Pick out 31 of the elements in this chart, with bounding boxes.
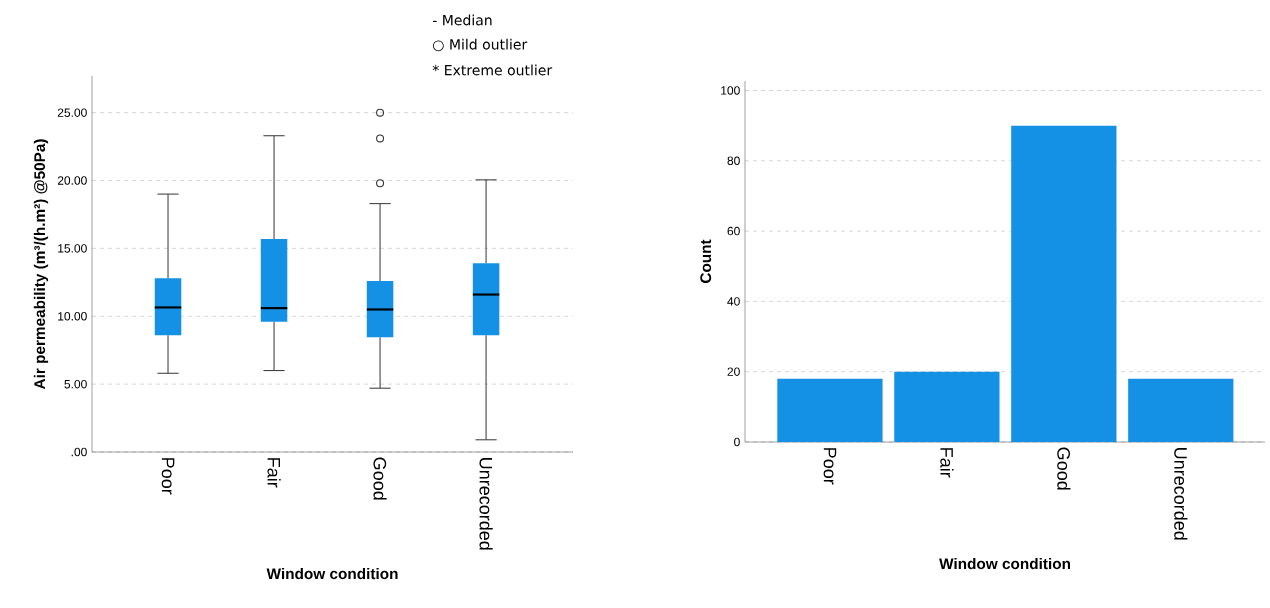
y-tick-label: 25.00 [57, 108, 87, 117]
x-tick-label: Fair [940, 448, 954, 478]
y-tick-label: 15.00 [58, 244, 87, 253]
bar [1128, 378, 1234, 442]
text: - Median [432, 14, 492, 26]
x-tick-label: Fair [267, 458, 281, 488]
y-tick-label: 40 [727, 297, 740, 306]
x-tick-label: Unrecorded [479, 458, 493, 550]
y-tick-label: 20 [727, 367, 740, 376]
y-tick-label: 0 [734, 437, 740, 447]
x-tick-label: Unrecorded [1174, 448, 1188, 540]
bar [777, 378, 883, 442]
x-axis-title: Window condition [939, 557, 1071, 570]
x-axis-title: Window condition [266, 567, 398, 580]
x-tick-label: Poor [823, 448, 837, 485]
y-axis-title: Count [700, 239, 712, 284]
y-tick-label: 10.00 [58, 312, 87, 321]
x-tick-label: Good [1057, 447, 1071, 490]
x-tick-label: Poor [161, 458, 175, 495]
x-tick-label: Good [373, 457, 387, 500]
y-tick-label: 60 [727, 226, 740, 236]
y-tick-label: 100 [721, 86, 740, 95]
bar [894, 371, 1000, 442]
bar [1011, 125, 1117, 442]
text: ○ Mild outlier [433, 38, 528, 52]
y-tick-label: 5.00 [64, 379, 87, 389]
text: * Extreme outlier [432, 64, 553, 76]
y-axis-title: Air permeability (m³/(h.m²) @50Pa) [33, 139, 49, 390]
y-tick-label: 80 [727, 156, 740, 166]
y-tick-label: 20.00 [57, 176, 87, 185]
y-tick-label: .00 [71, 447, 87, 457]
